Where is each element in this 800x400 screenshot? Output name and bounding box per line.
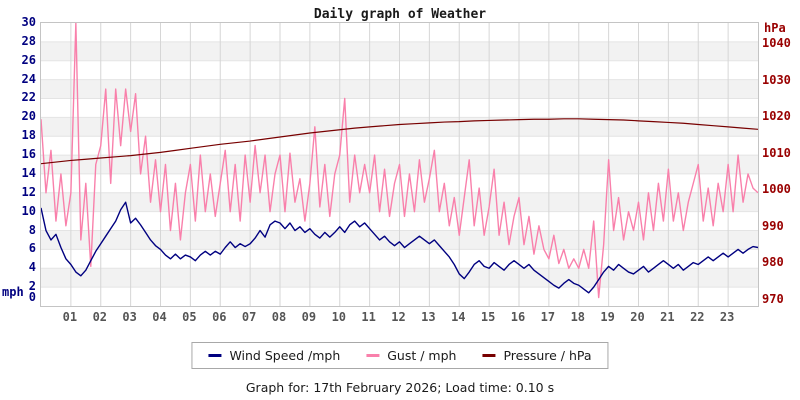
- right-axis-tick-990: 990: [762, 219, 784, 233]
- x-axis-tick-22: 22: [690, 310, 705, 324]
- left-axis-tick-6: 6: [28, 241, 36, 255]
- x-axis-tick-14: 14: [451, 310, 466, 324]
- x-axis-tick-12: 12: [391, 310, 406, 324]
- legend-label-wind: Wind Speed /mph: [229, 348, 341, 363]
- x-axis-tick-20: 20: [630, 310, 645, 324]
- left-axis-tick-14: 14: [21, 166, 36, 180]
- left-axis-tick-20: 20: [21, 109, 36, 123]
- legend-item-pressure: Pressure / hPa: [482, 348, 592, 363]
- x-axis-tick-10: 10: [331, 310, 347, 324]
- legend-item-wind: Wind Speed /mph: [208, 348, 340, 363]
- x-axis-tick-21: 21: [660, 310, 675, 324]
- right-axis-tick-1030: 1030: [762, 73, 791, 87]
- left-axis-unit-label: mph: [2, 285, 24, 299]
- x-axis-tick-01: 01: [62, 310, 78, 324]
- legend: Wind Speed /mph Gust / mph Pressure / hP…: [191, 342, 609, 369]
- x-axis-tick-18: 18: [570, 310, 586, 324]
- x-axis-tick-15: 15: [480, 310, 496, 324]
- x-axis-tick-13: 13: [421, 310, 436, 324]
- x-axis-tick-07: 07: [241, 310, 257, 324]
- chart-title: Daily graph of Weather: [313, 7, 487, 22]
- chart-plot-area: [40, 22, 759, 307]
- wind-series-dash-icon: [208, 354, 222, 357]
- x-axis-tick-17: 17: [540, 310, 556, 324]
- x-axis-tick-16: 16: [510, 310, 526, 324]
- left-axis-tick-4: 4: [28, 260, 36, 274]
- right-axis-tick-1040: 1040: [762, 36, 791, 50]
- right-axis-tick-1020: 1020: [762, 109, 791, 123]
- x-axis-tick-08: 08: [271, 310, 287, 324]
- left-axis-tick-16: 16: [21, 147, 36, 161]
- left-axis-tick-0: 0: [28, 290, 36, 304]
- x-axis-tick-03: 03: [122, 310, 137, 324]
- legend-item-gust: Gust / mph: [366, 348, 456, 363]
- left-axis-tick-22: 22: [21, 90, 36, 104]
- left-axis-tick-8: 8: [28, 223, 36, 237]
- left-axis-tick-18: 18: [21, 128, 36, 142]
- left-axis-tick-28: 28: [21, 34, 36, 48]
- chart-series-svg: [41, 23, 758, 306]
- left-axis-tick-12: 12: [21, 185, 36, 199]
- pressure-series-dash-icon: [482, 354, 496, 357]
- x-axis-tick-23: 23: [719, 310, 735, 324]
- right-axis-tick-980: 980: [762, 255, 784, 269]
- left-axis-tick-30: 30: [21, 15, 36, 29]
- legend-label-gust: Gust / mph: [387, 348, 457, 363]
- left-axis-tick-26: 26: [21, 53, 36, 67]
- right-axis-tick-1010: 1010: [762, 146, 791, 160]
- x-axis-tick-09: 09: [301, 310, 317, 324]
- x-axis-tick-19: 19: [600, 310, 615, 324]
- graph-caption: Graph for: 17th February 2026; Load time…: [245, 380, 555, 395]
- right-axis-tick-1000: 1000: [762, 182, 791, 196]
- left-axis-tick-2: 2: [28, 279, 36, 293]
- x-axis-tick-06: 06: [212, 310, 227, 324]
- left-axis-tick-10: 10: [21, 204, 36, 218]
- x-axis-tick-05: 05: [182, 310, 197, 324]
- right-axis-tick-970: 970: [762, 292, 784, 306]
- x-axis-tick-11: 11: [361, 310, 376, 324]
- left-axis-tick-24: 24: [21, 72, 36, 86]
- x-axis-tick-04: 04: [152, 310, 167, 324]
- gust-series-dash-icon: [366, 354, 380, 357]
- right-axis-unit-label: hPa: [764, 21, 786, 35]
- legend-label-pressure: Pressure / hPa: [503, 348, 592, 363]
- x-axis-tick-02: 02: [92, 310, 108, 324]
